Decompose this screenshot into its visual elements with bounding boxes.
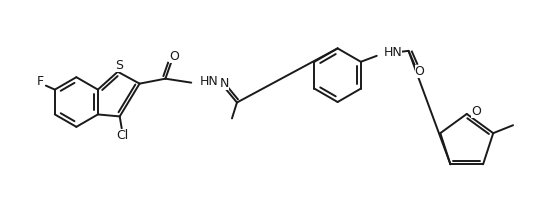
Text: O: O bbox=[471, 105, 480, 118]
Text: S: S bbox=[115, 59, 123, 72]
Text: F: F bbox=[36, 75, 44, 88]
Text: O: O bbox=[414, 65, 424, 78]
Text: O: O bbox=[170, 50, 179, 63]
Text: Cl: Cl bbox=[116, 129, 129, 142]
Text: N: N bbox=[220, 77, 230, 90]
Text: HN: HN bbox=[384, 46, 403, 59]
Text: HN: HN bbox=[200, 75, 219, 88]
